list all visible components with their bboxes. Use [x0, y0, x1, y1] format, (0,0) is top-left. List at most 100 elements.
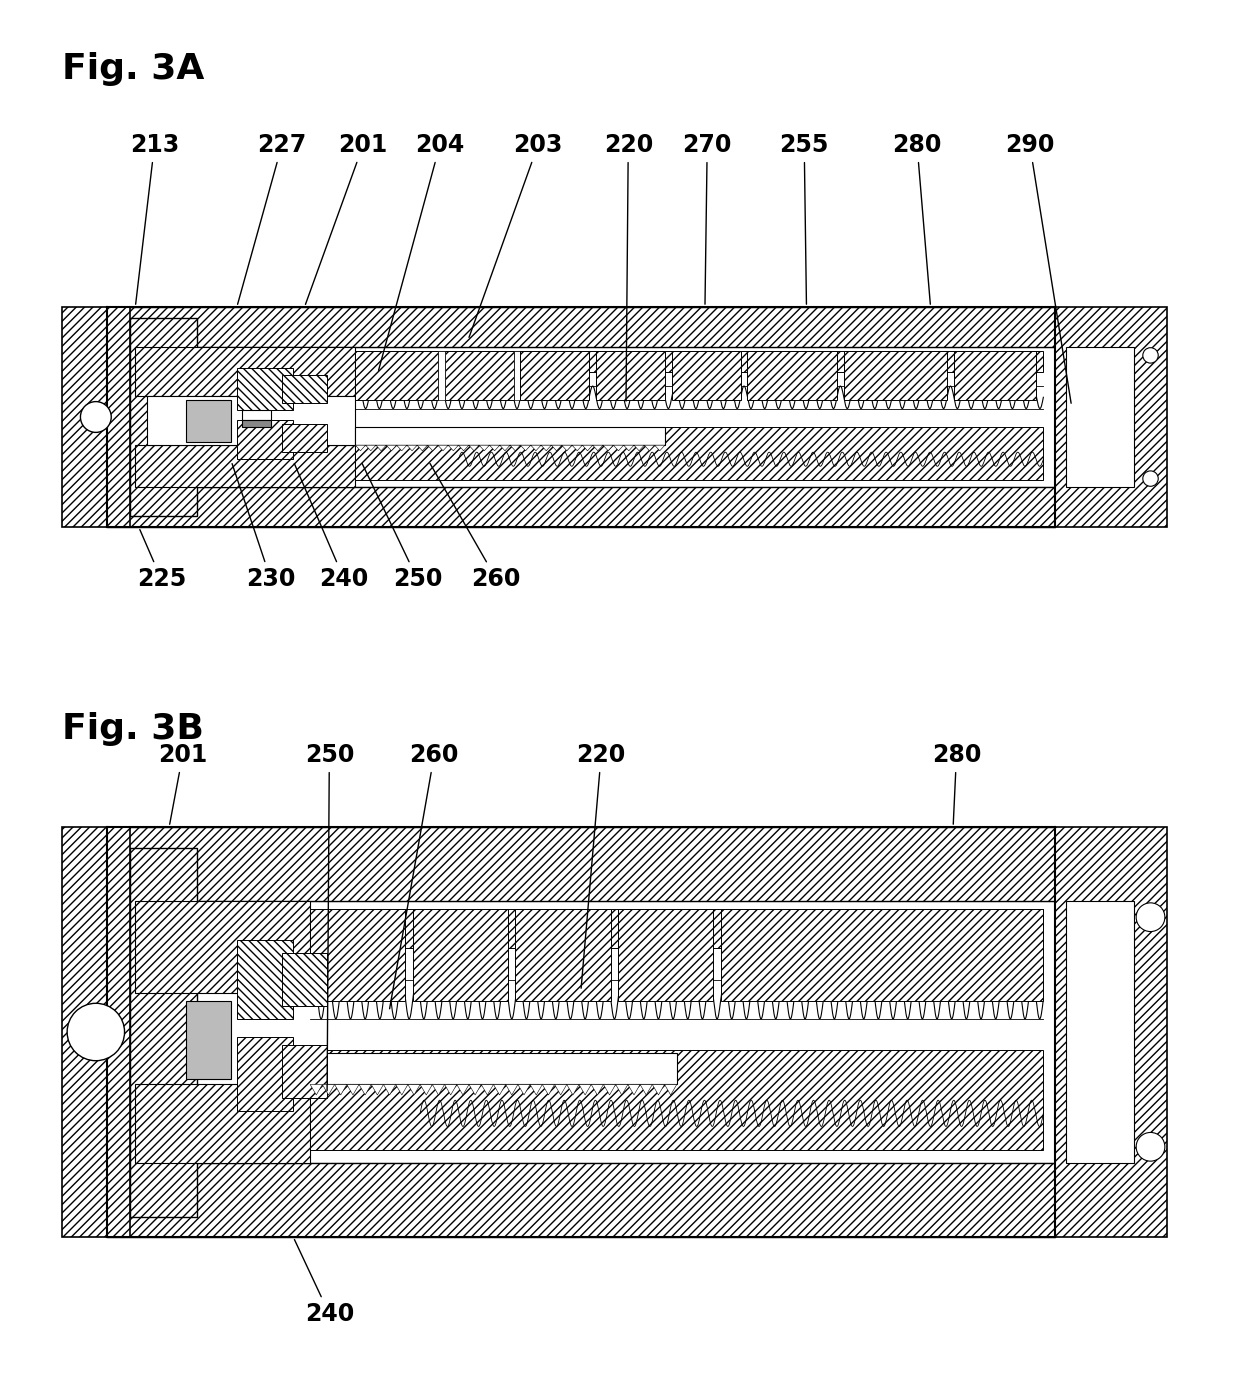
- Bar: [748, 351, 837, 400]
- Bar: [237, 940, 293, 1018]
- Bar: [107, 827, 1055, 901]
- Bar: [135, 1084, 310, 1164]
- Bar: [954, 351, 1037, 400]
- Polygon shape: [518, 1084, 531, 1095]
- Polygon shape: [652, 1084, 665, 1095]
- Polygon shape: [371, 1084, 383, 1095]
- Bar: [135, 901, 1055, 1164]
- Text: 260: 260: [389, 743, 459, 1009]
- Polygon shape: [552, 446, 562, 451]
- Bar: [1066, 346, 1133, 488]
- Polygon shape: [469, 1084, 481, 1095]
- Polygon shape: [541, 446, 552, 451]
- Bar: [146, 395, 356, 446]
- Text: Fig. 3B: Fig. 3B: [62, 712, 203, 746]
- Polygon shape: [531, 1084, 542, 1095]
- Bar: [596, 351, 665, 400]
- Polygon shape: [310, 1084, 322, 1095]
- Bar: [135, 901, 310, 993]
- Bar: [618, 908, 713, 1000]
- Text: 290: 290: [1006, 133, 1071, 404]
- Bar: [130, 319, 197, 515]
- Polygon shape: [417, 446, 428, 451]
- Polygon shape: [469, 446, 479, 451]
- Text: 260: 260: [430, 464, 521, 591]
- Polygon shape: [591, 1084, 604, 1095]
- Polygon shape: [572, 446, 583, 451]
- Circle shape: [1136, 1133, 1164, 1161]
- Polygon shape: [407, 446, 417, 451]
- Bar: [310, 908, 405, 1000]
- Text: 225: 225: [136, 529, 186, 591]
- Text: 220: 220: [604, 133, 653, 401]
- Polygon shape: [593, 446, 603, 451]
- Bar: [281, 1045, 327, 1098]
- Text: 213: 213: [130, 133, 179, 305]
- Polygon shape: [640, 1084, 652, 1095]
- Polygon shape: [459, 446, 469, 451]
- Text: 230: 230: [232, 464, 295, 591]
- Text: 270: 270: [682, 133, 732, 305]
- Bar: [243, 409, 270, 420]
- Polygon shape: [445, 1084, 456, 1095]
- Polygon shape: [428, 446, 438, 451]
- Bar: [310, 908, 1043, 949]
- Polygon shape: [494, 1084, 506, 1095]
- Polygon shape: [335, 1084, 347, 1095]
- Bar: [1055, 827, 1167, 1236]
- Text: 250: 250: [305, 743, 355, 1091]
- Circle shape: [67, 1003, 124, 1060]
- Polygon shape: [383, 1084, 396, 1095]
- Bar: [237, 420, 293, 460]
- Polygon shape: [645, 446, 655, 451]
- Polygon shape: [408, 1084, 420, 1095]
- Bar: [107, 488, 1055, 527]
- Polygon shape: [397, 446, 407, 451]
- Bar: [62, 307, 130, 527]
- Bar: [130, 848, 197, 1217]
- Polygon shape: [386, 446, 397, 451]
- Polygon shape: [510, 446, 521, 451]
- Bar: [186, 1000, 231, 1080]
- Bar: [843, 351, 947, 400]
- Polygon shape: [396, 1084, 408, 1095]
- Bar: [1055, 307, 1167, 527]
- Circle shape: [1143, 471, 1158, 486]
- Polygon shape: [615, 1084, 627, 1095]
- Bar: [135, 446, 356, 488]
- Polygon shape: [579, 1084, 591, 1095]
- Polygon shape: [376, 446, 386, 451]
- Bar: [62, 827, 130, 1236]
- Bar: [438, 351, 445, 400]
- Bar: [237, 1037, 293, 1111]
- Circle shape: [81, 401, 112, 433]
- Bar: [281, 953, 327, 1006]
- Polygon shape: [542, 1084, 554, 1095]
- Bar: [1066, 901, 1133, 1164]
- Text: 201: 201: [157, 743, 207, 824]
- Circle shape: [1143, 348, 1158, 363]
- Bar: [135, 346, 1055, 488]
- Bar: [356, 351, 1043, 372]
- Polygon shape: [554, 1084, 567, 1095]
- Bar: [107, 1164, 1055, 1236]
- Text: Fig. 3A: Fig. 3A: [62, 52, 205, 87]
- Text: 255: 255: [780, 133, 828, 305]
- Text: 240: 240: [294, 1239, 353, 1326]
- Bar: [135, 346, 356, 395]
- Polygon shape: [531, 446, 541, 451]
- Polygon shape: [634, 446, 645, 451]
- Text: 250: 250: [362, 464, 441, 591]
- Text: 204: 204: [378, 133, 465, 370]
- Polygon shape: [356, 446, 366, 451]
- Bar: [281, 425, 327, 453]
- Polygon shape: [583, 446, 593, 451]
- Polygon shape: [438, 446, 448, 451]
- Bar: [237, 367, 293, 409]
- Bar: [310, 1051, 1043, 1150]
- Polygon shape: [448, 446, 459, 451]
- Text: 227: 227: [238, 133, 306, 305]
- Polygon shape: [567, 1084, 579, 1095]
- Polygon shape: [420, 1084, 433, 1095]
- Bar: [672, 351, 740, 400]
